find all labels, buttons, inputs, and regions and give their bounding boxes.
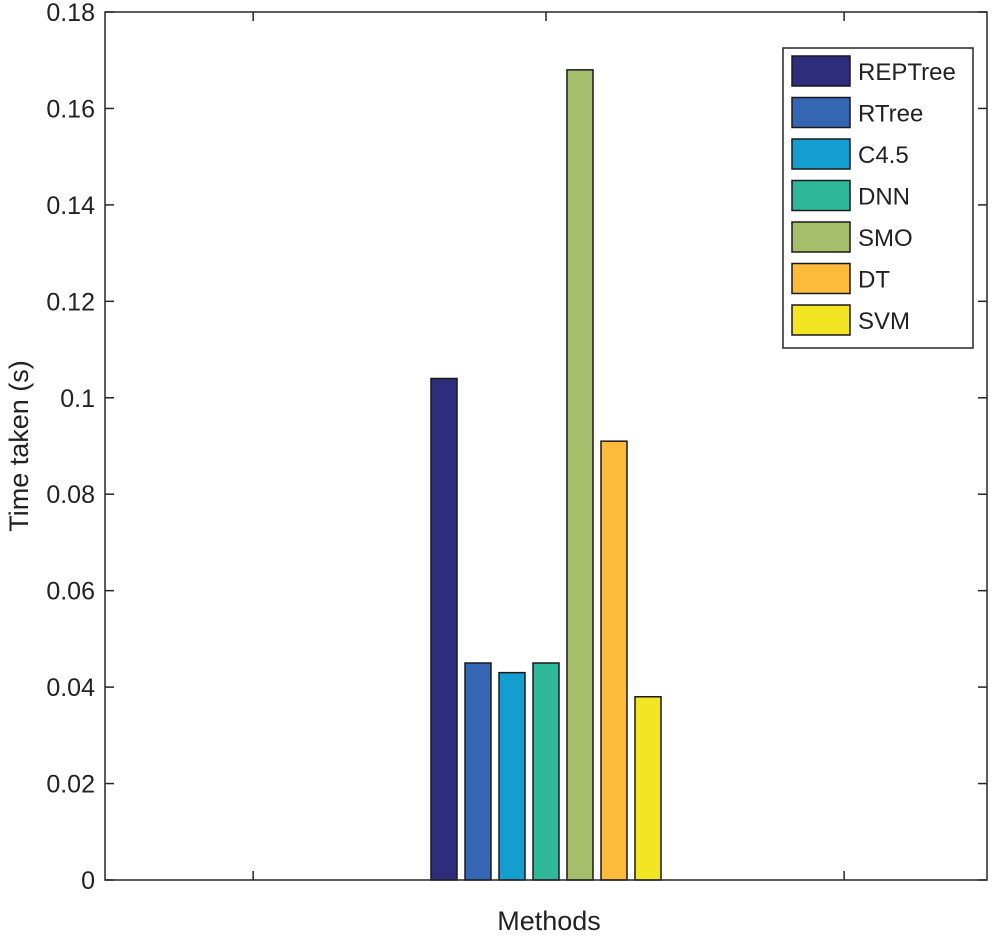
bar-dnn bbox=[532, 662, 560, 881]
bar-svm bbox=[634, 696, 662, 881]
y-tick-label: 0.08 bbox=[46, 481, 95, 509]
y-tick-label: 0.16 bbox=[46, 95, 95, 123]
plot-area-frame bbox=[104, 11, 988, 881]
legend-label: DT bbox=[858, 267, 890, 294]
y-tick-label: 0 bbox=[81, 867, 95, 895]
bars bbox=[430, 69, 662, 881]
legend-swatch bbox=[791, 262, 851, 295]
y-tick-labels: 0 0.02 0.04 0.06 0.08 0.1 0.12 0.14 0.16 0.18 bbox=[46, 0, 95, 895]
legend-label: RTree bbox=[858, 101, 923, 128]
legend-label: REPTree bbox=[858, 59, 956, 86]
legend-swatch bbox=[791, 96, 851, 129]
bar-dt bbox=[600, 440, 628, 881]
y-tick-label: 0.04 bbox=[46, 674, 95, 702]
legend-items: REPTree RTree C4.5 DNN SMO DT SVM bbox=[791, 55, 956, 336]
legend-label: SMO bbox=[858, 225, 913, 252]
y-tick-label: 0.12 bbox=[46, 288, 95, 316]
bar-c4-5 bbox=[498, 671, 526, 881]
bar-rtree bbox=[464, 662, 492, 881]
y-tick-label: 0.1 bbox=[60, 385, 95, 413]
y-tick-label: 0.02 bbox=[46, 771, 95, 799]
legend: REPTree RTree C4.5 DNN SMO DT SVM bbox=[782, 47, 974, 349]
legend-label: SVM bbox=[858, 308, 910, 335]
y-axis-title: Time taken (s) bbox=[4, 360, 34, 532]
y-tick-label: 0.14 bbox=[46, 192, 95, 220]
bar-smo bbox=[566, 69, 594, 881]
legend-label: DNN bbox=[858, 184, 910, 211]
legend-swatch bbox=[791, 179, 851, 212]
y-tick-label: 0.06 bbox=[46, 578, 95, 606]
legend-swatch bbox=[791, 304, 851, 336]
x-axis-title: Methods bbox=[497, 906, 601, 935]
y-tick-label: 0.18 bbox=[46, 0, 95, 27]
bar-reptree bbox=[430, 377, 458, 881]
legend-swatch bbox=[791, 221, 851, 253]
legend-swatch bbox=[791, 55, 851, 87]
legend-swatch bbox=[791, 138, 851, 170]
legend-label: C4.5 bbox=[858, 142, 909, 169]
